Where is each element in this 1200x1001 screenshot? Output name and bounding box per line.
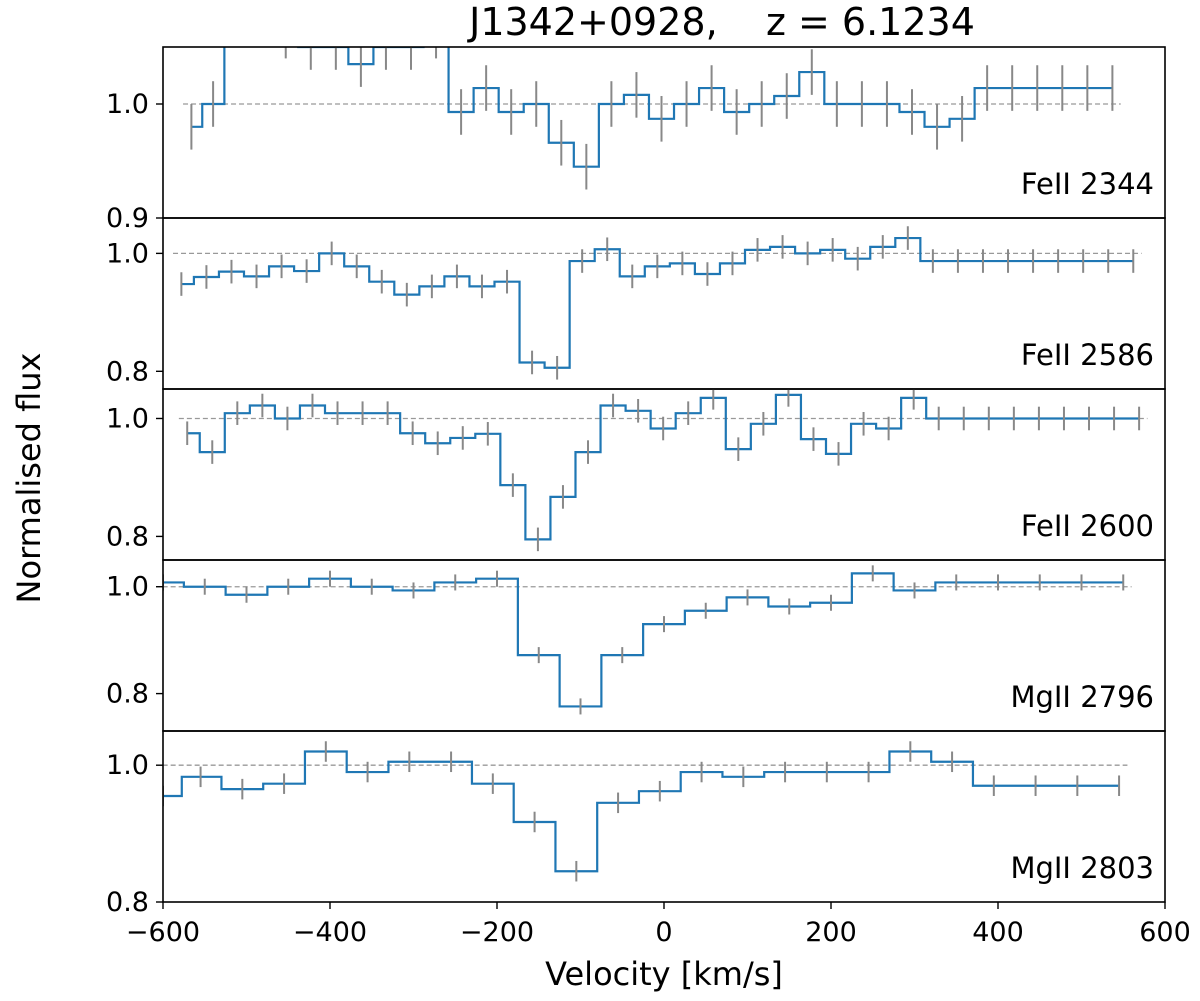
x-tick-label: −400: [293, 917, 367, 948]
y-tick-label: 1.0: [106, 403, 149, 434]
panel-plot-area: [173, 226, 1142, 380]
panel-plot-area: [183, 47, 1121, 190]
panel-label: MgII 2803: [1010, 851, 1154, 885]
y-axis-label: Normalised flux: [10, 353, 48, 604]
chart-title: J1342+0928, z = 6.1234: [467, 0, 975, 44]
x-tick-label: 400: [972, 917, 1024, 948]
x-tick-label: −200: [460, 917, 534, 948]
panel-plot-area: [163, 565, 1132, 715]
spectrum-line: [163, 750, 1120, 873]
panel-plot-area: [178, 389, 1148, 552]
panel-4: 0.8 1.0 MgII 2796: [106, 559, 1166, 732]
y-tick-label: 1.0: [106, 750, 149, 781]
spectrum-line: [191, 47, 1113, 168]
panel-5: 0.8 1.0 MgII 2803: [106, 730, 1166, 918]
y-tick-label: 0.8: [106, 521, 149, 552]
y-tick-label: 1.0: [106, 89, 149, 120]
y-tick-label: 0.9: [106, 203, 149, 234]
panel-label: FeII 2586: [1021, 338, 1154, 372]
x-tick-label: −600: [126, 917, 200, 948]
x-tick-label: 0: [655, 917, 672, 948]
y-tick-label: 0.8: [106, 356, 149, 387]
panel-frame: [162, 217, 1166, 390]
panels-group: 0.9 1.0 FeII 2344 0.8 1.0 FeII 2586 0.8 1.0 FeII…: [106, 46, 1166, 918]
panel-3: 0.8 1.0 FeII 2600: [106, 388, 1166, 561]
x-tick-label: 200: [805, 917, 857, 948]
y-tick-label: 1.0: [106, 238, 149, 269]
panel-plot-area: [163, 741, 1128, 882]
spectrum-line: [163, 572, 1124, 708]
panel-label: FeII 2344: [1021, 167, 1154, 201]
y-tick-label: 1.0: [106, 572, 149, 603]
panel-2: 0.8 1.0 FeII 2586: [106, 217, 1166, 390]
spectrum-line: [187, 393, 1140, 541]
panel-1: 0.9 1.0 FeII 2344: [106, 46, 1166, 234]
panel-label: FeII 2600: [1021, 509, 1154, 543]
y-tick-label: 0.8: [106, 887, 149, 918]
x-axis: −600 −400 −200 0 200 400 600: [126, 902, 1191, 948]
panel-label: MgII 2796: [1010, 680, 1154, 714]
x-axis-label: Velocity [km/s]: [545, 955, 783, 993]
x-tick-label: 600: [1139, 917, 1191, 948]
panel-frame: [162, 46, 1166, 219]
y-tick-label: 0.8: [106, 679, 149, 710]
